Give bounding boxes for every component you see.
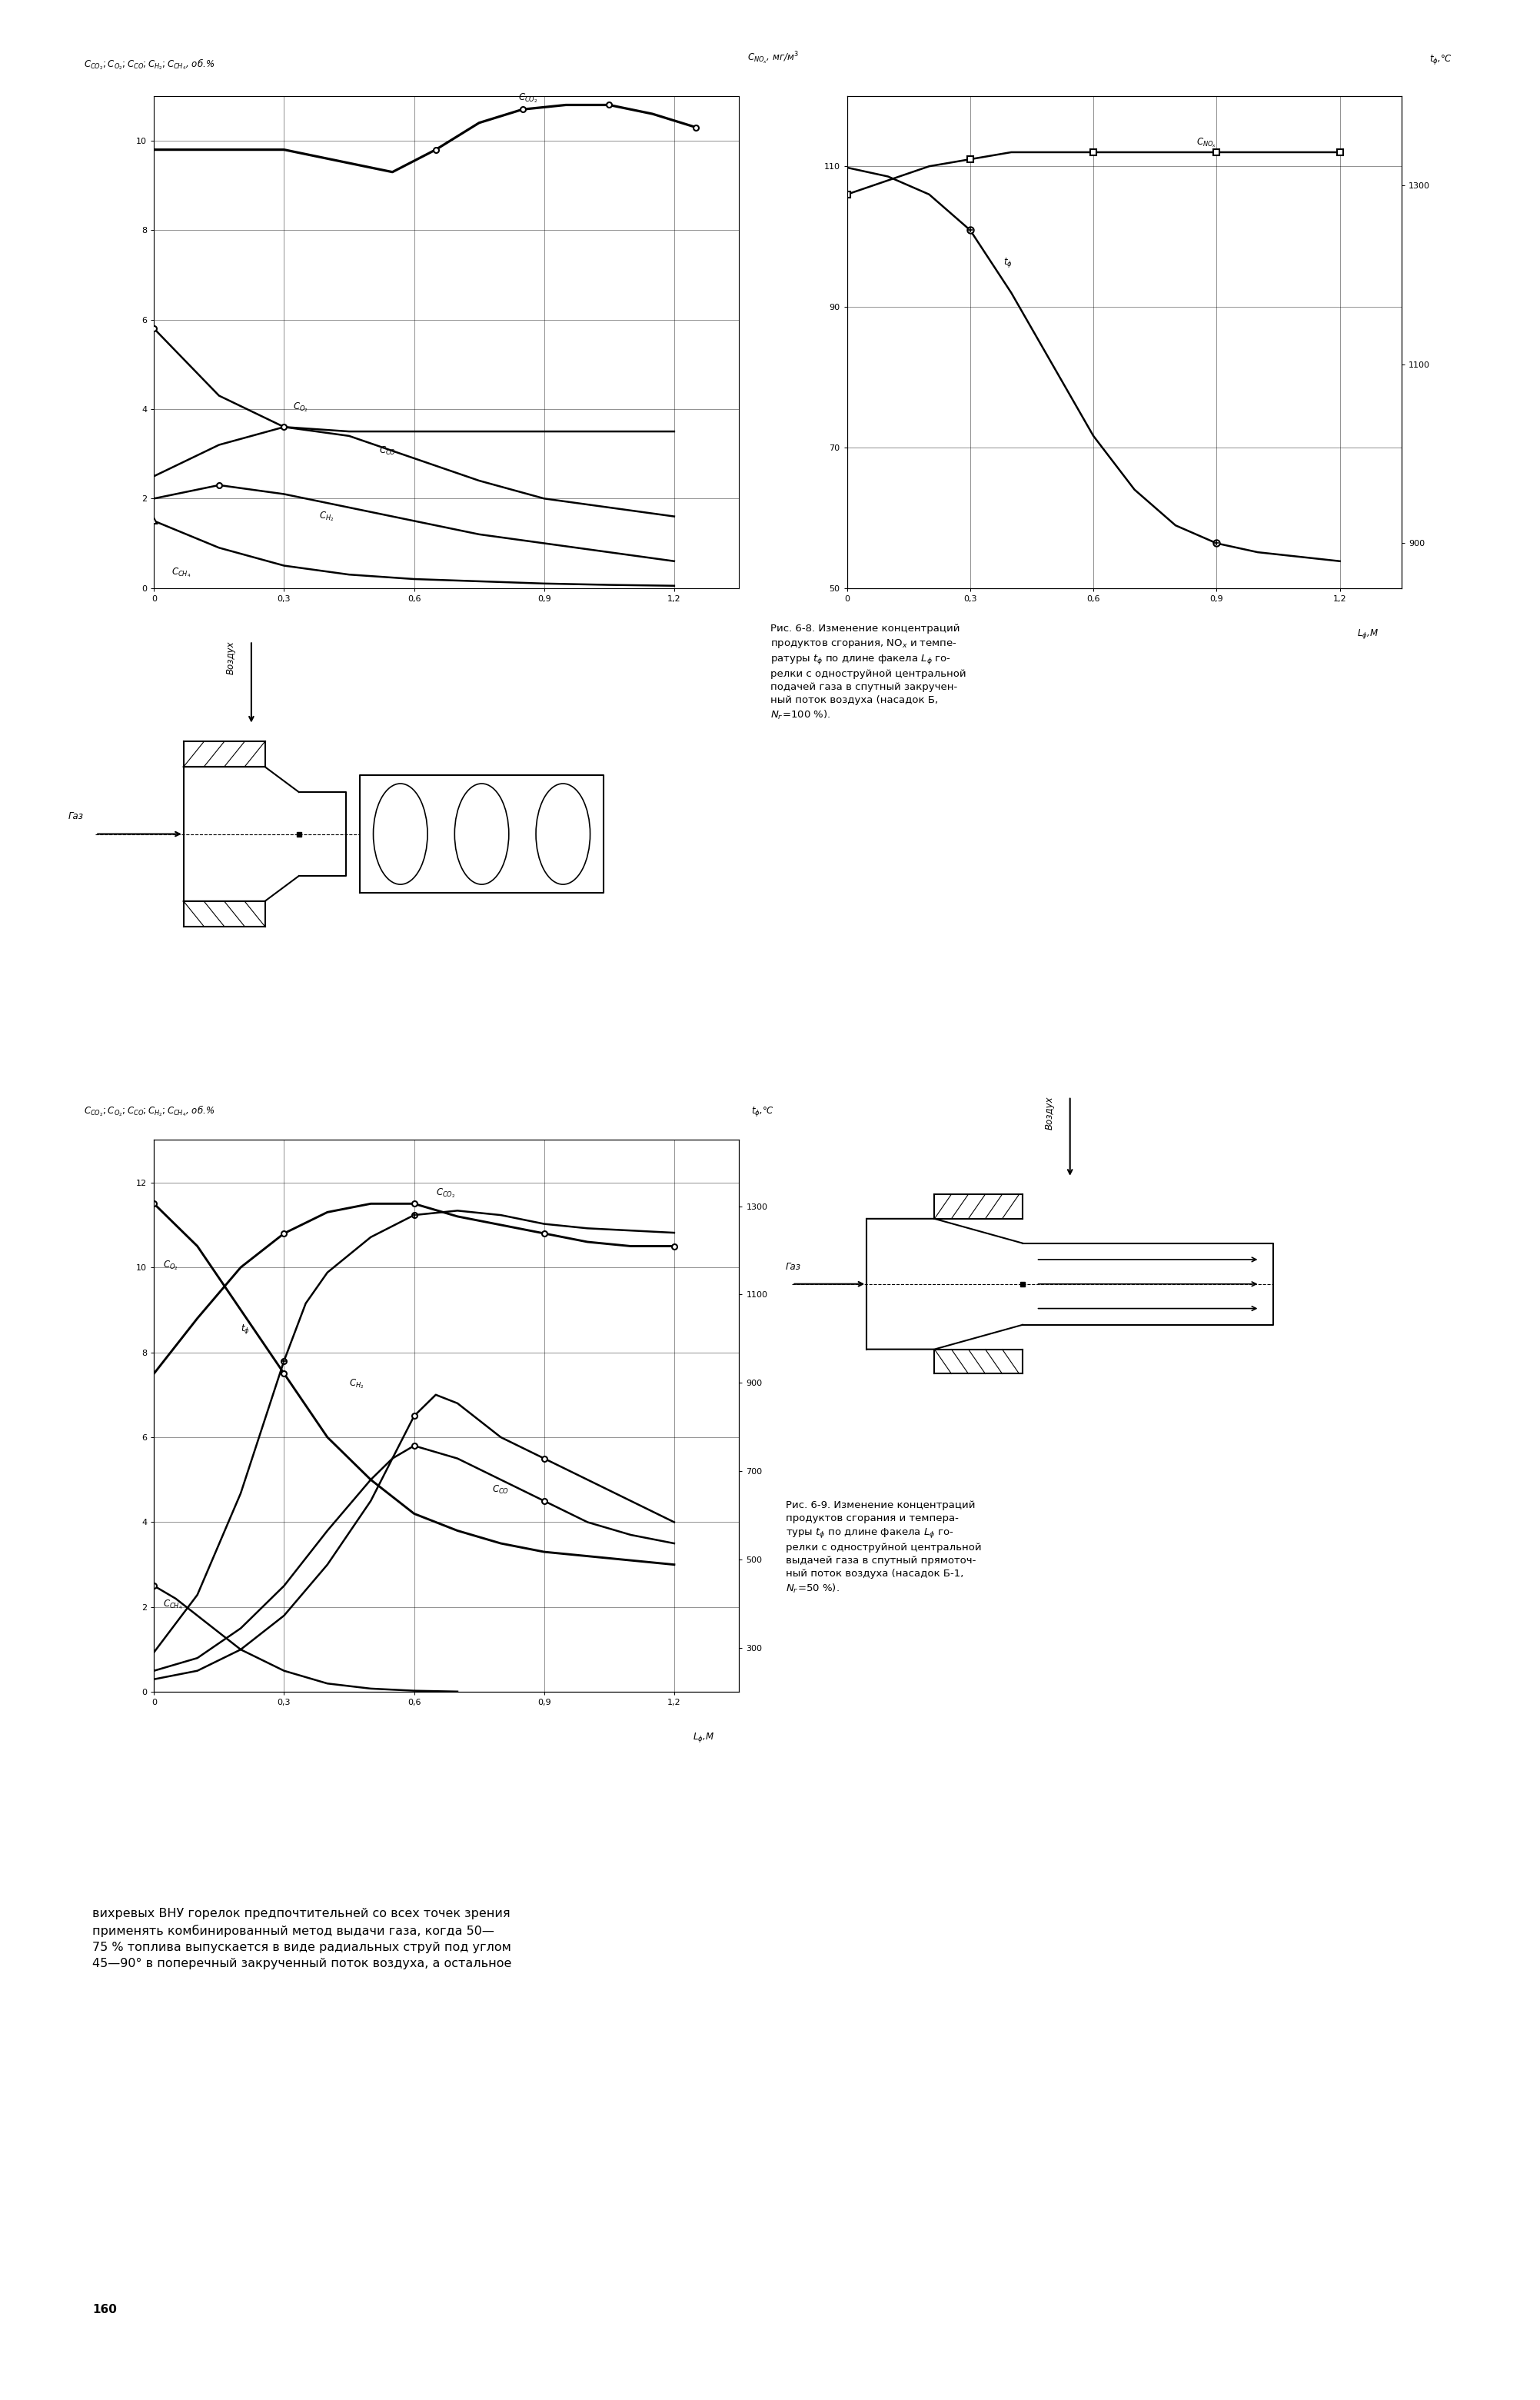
Text: $L_\phi$,М: $L_\phi$,М [1357,626,1378,641]
Text: Рис. 6-9. Изменение концентраций
продуктов сгорания и темпера-
туры $t_\phi$ по : Рис. 6-9. Изменение концентраций продукт… [785,1500,981,1594]
Text: $C_{CO_2}$: $C_{CO_2}$ [517,91,537,106]
Text: $C_{CO_2};C_{O_2};C_{CO};C_{H_2};C_{CH_4}$, об.%: $C_{CO_2};C_{O_2};C_{CO};C_{H_2};C_{CH_4… [83,1104,214,1118]
Text: $C_{CO_2};C_{O_2};C_{CO};C_{H_2};C_{CH_4}$, об.%: $C_{CO_2};C_{O_2};C_{CO};C_{H_2};C_{CH_4… [83,58,214,72]
Text: $t_\phi$: $t_\phi$ [1003,257,1012,269]
Text: $L_\phi$,М: $L_\phi$,М [693,1730,715,1745]
Text: $t_\phi$,°С: $t_\phi$,°С [752,1104,775,1118]
Text: $t_\phi$: $t_\phi$ [240,1322,249,1337]
Text: $C_{NO_x}$: $C_{NO_x}$ [1197,137,1217,149]
Text: $C_{CO}$: $C_{CO}$ [493,1483,510,1495]
Text: Воздух: Воздух [226,641,236,674]
Text: Рис. 6-8. Изменение концентраций
продуктов сгорания, NO$_x$ и темпе-
ратуры $t_\: Рис. 6-8. Изменение концентраций продукт… [770,624,966,722]
Text: Газ: Газ [785,1262,801,1272]
Text: $C_{O_2}$: $C_{O_2}$ [293,401,308,413]
Text: 160: 160 [92,2304,117,2316]
Text: вихревых ВНУ горелок предпочтительней со всех точек зрения
применять комбинирова: вихревых ВНУ горелок предпочтительней со… [92,1908,511,1970]
Text: $C_{O_2}$: $C_{O_2}$ [163,1260,177,1272]
Text: $C_{H_2}$: $C_{H_2}$ [319,511,334,523]
Text: $C_{CO_2}$: $C_{CO_2}$ [436,1186,456,1200]
Text: Воздух: Воздух [1044,1097,1055,1130]
Text: $C_{CO}$: $C_{CO}$ [379,446,396,456]
Text: Газ: Газ [68,811,83,821]
Text: $C_{CH_4}$: $C_{CH_4}$ [171,566,191,578]
Text: $t_\phi$,°С: $t_\phi$,°С [1429,53,1452,67]
Text: $C_{H_2}$: $C_{H_2}$ [350,1378,363,1390]
Text: $C_{NO_x}$, мг/м$^3$: $C_{NO_x}$, мг/м$^3$ [747,50,799,67]
Text: $C_{CH_4}$: $C_{CH_4}$ [163,1598,182,1610]
